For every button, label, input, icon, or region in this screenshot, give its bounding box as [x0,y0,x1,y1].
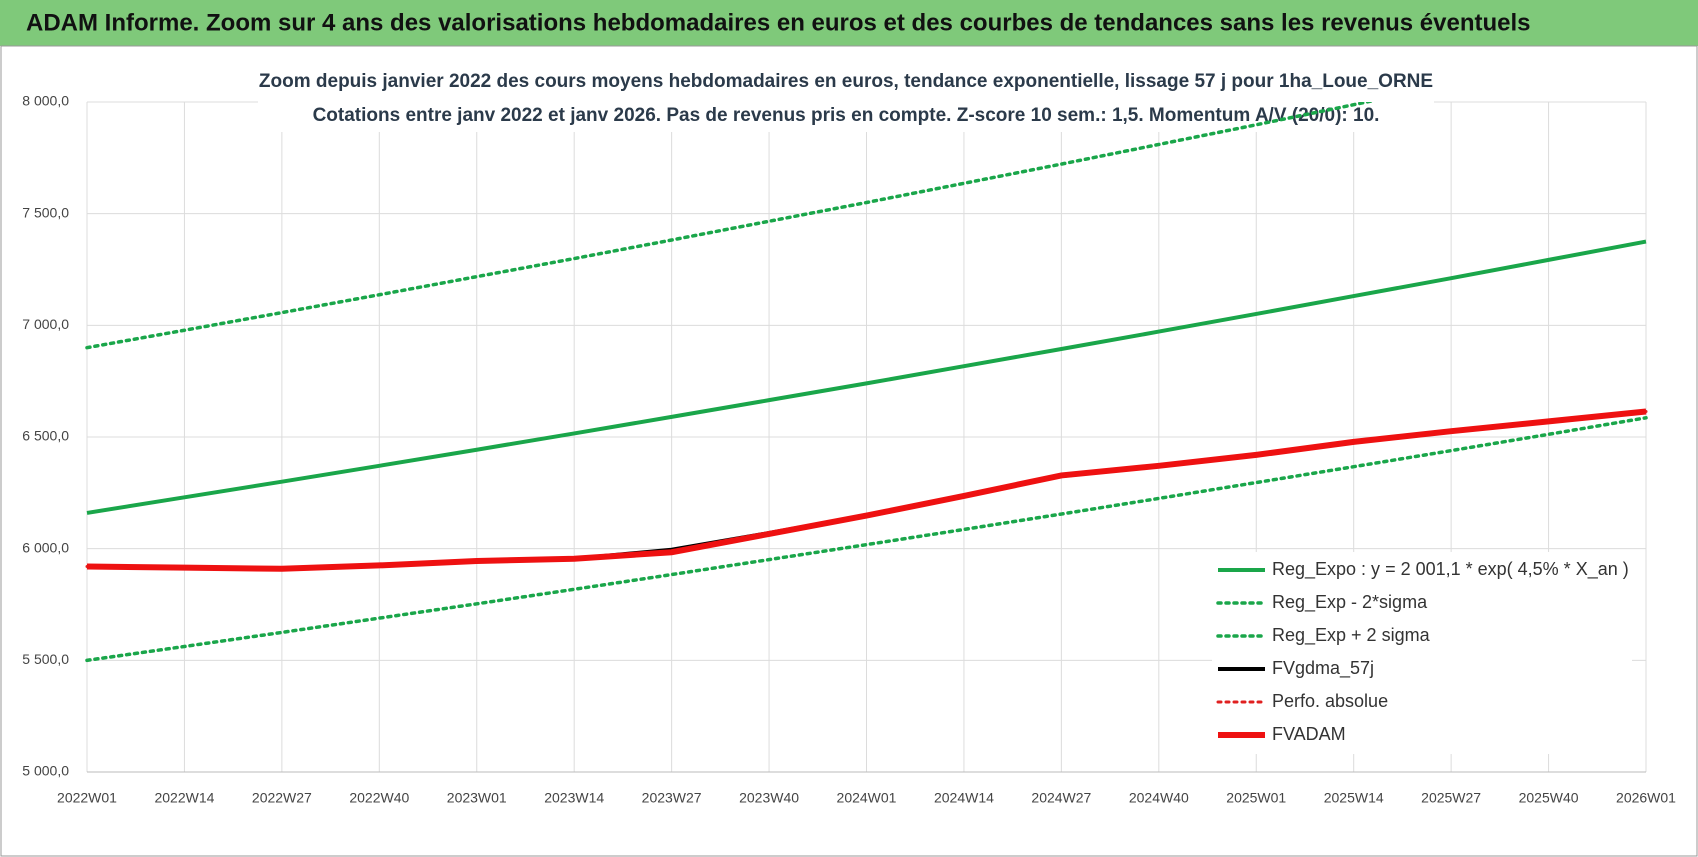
series-line [86,239,1647,515]
x-tick-label: 2025W01 [1226,790,1286,806]
legend-label: FVgdma_57j [1272,658,1374,679]
legend-label: Reg_Exp - 2*sigma [1272,592,1428,613]
legend-box [1212,552,1632,754]
header-bar [0,0,1698,46]
x-tick-label: 2022W40 [349,790,409,806]
x-tick-label: 2024W40 [1129,790,1189,806]
series-line [85,416,1648,663]
y-tick-label: 7 500,0 [22,204,69,220]
legend-label: Perfo. absolue [1272,691,1388,711]
chart-subtitle: Cotations entre janv 2022 et janv 2026. … [313,105,1380,126]
header-title: ADAM Informe. Zoom sur 4 ans des valoris… [26,9,1531,36]
x-tick-label: 2025W27 [1421,790,1481,806]
y-tick-label: 5 500,0 [22,651,69,667]
y-tick-label: 6 000,0 [22,539,69,555]
legend-label: Reg_Expo : y = 2 001,1 * exp( 4,5% * X_a… [1272,559,1629,580]
legend-label: FVADAM [1272,724,1346,744]
x-tick-label: 2023W40 [739,790,799,806]
frame [0,45,1698,857]
x-tick-label: 2022W27 [252,790,312,806]
x-tick-label: 2025W40 [1519,790,1579,806]
x-tick-label: 2023W14 [544,790,604,806]
series-line [85,102,1376,350]
y-tick-label: 8 000,0 [22,93,69,109]
y-tick-label: 6 500,0 [22,428,69,444]
y-tick-label: 7 000,0 [22,316,69,332]
x-tick-label: 2023W01 [447,790,507,806]
x-tick-label: 2024W14 [934,790,994,806]
x-tick-label: 2022W01 [57,790,117,806]
title-box [258,66,1434,132]
y-tick-label: 5 000,0 [22,763,69,779]
x-tick-label: 2023W27 [642,790,702,806]
x-tick-label: 2024W01 [837,790,897,806]
x-tick-label: 2026W01 [1616,790,1676,806]
legend-label: Reg_Exp + 2 sigma [1272,625,1431,646]
x-tick-label: 2024W27 [1031,790,1091,806]
chart-title: Zoom depuis janvier 2022 des cours moyen… [259,71,1433,92]
x-tick-label: 2025W14 [1324,790,1384,806]
series-line [86,408,1647,572]
x-tick-label: 2022W14 [154,790,214,806]
